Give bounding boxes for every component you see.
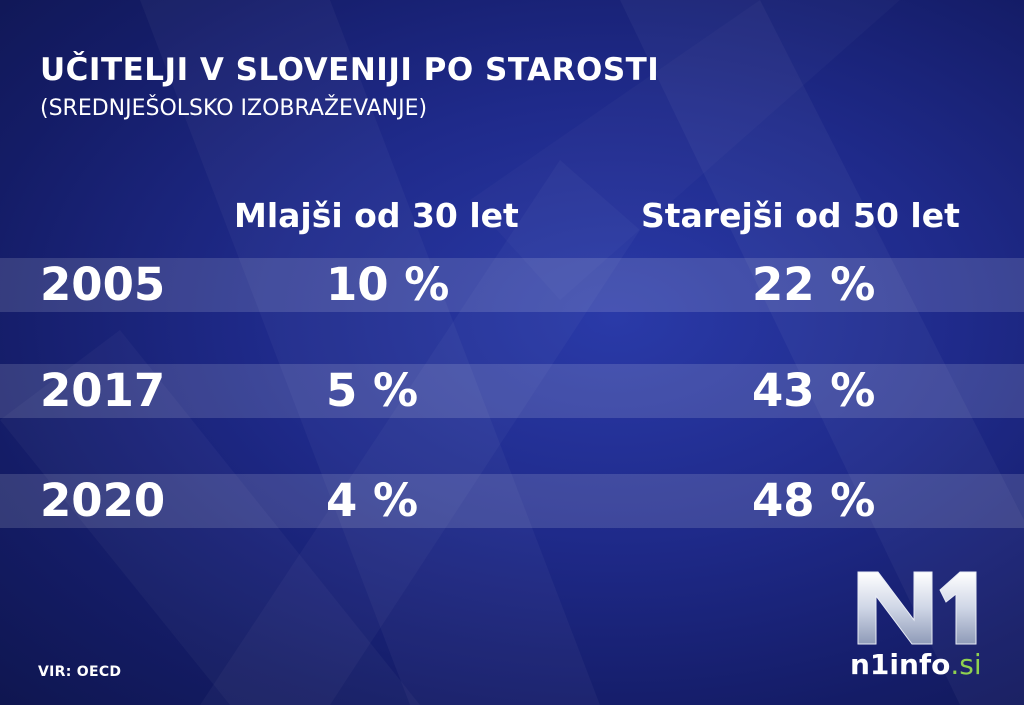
cell-2017-over-50: 43 %	[752, 364, 876, 417]
row-label-2005: 2005	[40, 258, 166, 311]
n1info-wordmark: n1info.si	[850, 648, 982, 681]
logo-name: n1info	[850, 648, 951, 681]
n1-logo: n1info.si	[850, 568, 990, 688]
column-header-under-30: Mlajši od 30 let	[234, 196, 519, 235]
cell-2020-under-30: 4 %	[326, 474, 419, 527]
row-label-2017: 2017	[40, 364, 166, 417]
row-band-2017	[0, 364, 1024, 418]
chart-subtitle: (SREDNJEŠOLSKO IZOBRAŽEVANJE)	[40, 96, 428, 121]
row-band-2005	[0, 258, 1024, 312]
row-band-2020	[0, 474, 1024, 528]
source-note: VIR: OECD	[38, 664, 122, 680]
cell-2005-under-30: 10 %	[326, 258, 450, 311]
chart-title: UČITELJI V SLOVENIJI PO STAROSTI	[40, 52, 660, 88]
logo-tld: .si	[950, 648, 982, 681]
cell-2005-over-50: 22 %	[752, 258, 876, 311]
cell-2017-under-30: 5 %	[326, 364, 419, 417]
row-label-2020: 2020	[40, 474, 166, 527]
cell-2020-over-50: 48 %	[752, 474, 876, 527]
n1-logo-mark	[857, 571, 977, 645]
column-header-over-50: Starejši od 50 let	[641, 196, 960, 235]
